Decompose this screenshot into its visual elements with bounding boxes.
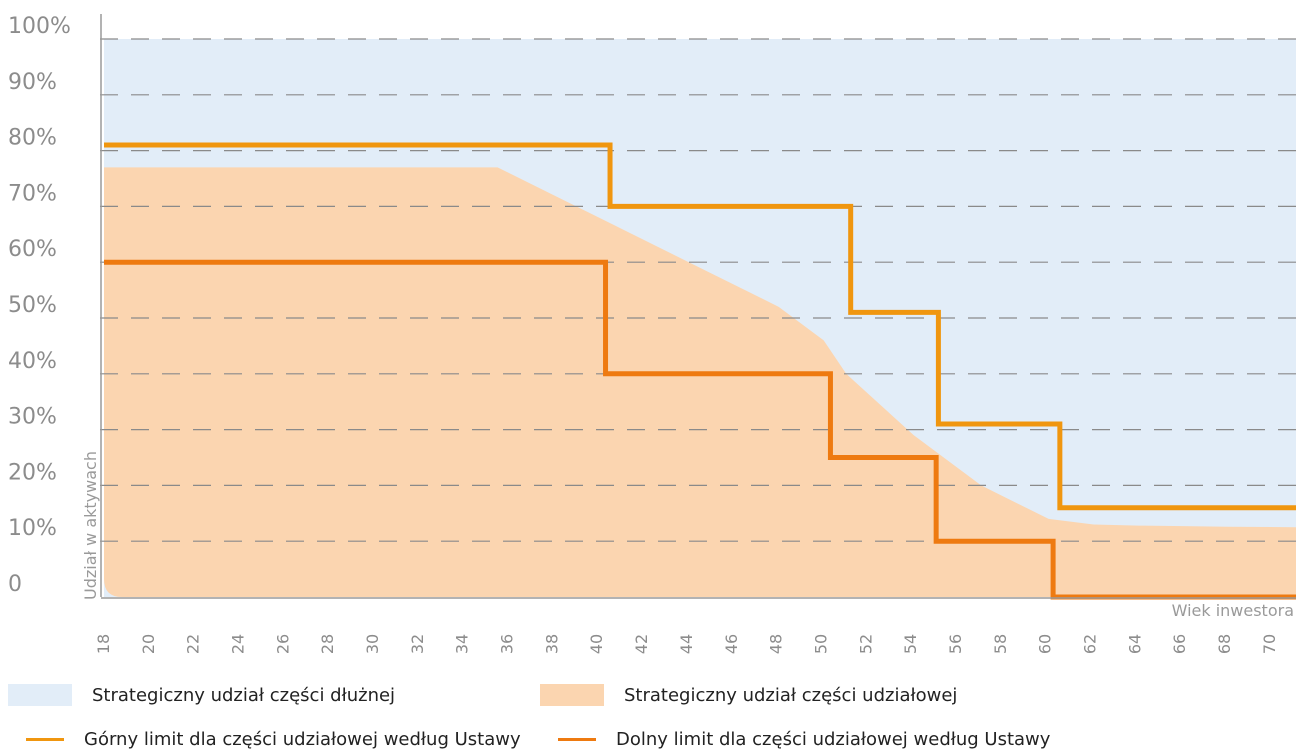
x-tick-label: 40 — [587, 634, 606, 654]
legend-label-upper-limit: Górny limit dla części udziałowej według… — [84, 728, 521, 750]
x-tick-label: 56 — [946, 634, 965, 654]
x-tick-label: 26 — [273, 634, 292, 654]
x-tick-label: 70 — [1260, 634, 1279, 654]
y-tick-label: 60% — [8, 237, 57, 262]
legend-label-debt: Strategiczny udział części dłużnej — [92, 684, 396, 706]
x-tick-label: 64 — [1125, 634, 1144, 654]
x-tick-label: 36 — [498, 634, 517, 654]
chart-limit-lines — [104, 142, 1296, 600]
x-tick-label: 22 — [184, 634, 203, 654]
x-tick-label: 48 — [767, 634, 786, 654]
y-tick-labels: 0 10% 20% 30% 40% 50% 60% 70% 80% 90% 100% — [8, 14, 71, 597]
x-tick-label: 30 — [363, 634, 382, 654]
x-tick-label: 54 — [901, 634, 920, 654]
area-equity-share — [104, 167, 1296, 597]
line-lower-limit — [104, 259, 1296, 600]
legend-swatch-debt — [8, 684, 72, 706]
x-tick-label: 32 — [408, 634, 427, 654]
y-tick-label: 80% — [8, 126, 57, 151]
chart-axes — [100, 14, 1296, 599]
x-tick-label: 44 — [677, 634, 696, 654]
x-tick-label: 52 — [856, 634, 875, 654]
x-tick-label: 38 — [542, 634, 561, 654]
x-tick-label: 66 — [1170, 634, 1189, 654]
x-tick-labels: 18 20 22 24 26 28 30 32 34 36 38 40 42 44 46 48 50 52 54 56… — [94, 634, 1279, 654]
x-axis-label: Wiek inwestora — [1172, 601, 1294, 620]
x-tick-label: 28 — [318, 634, 337, 654]
legend-item-equity: Strategiczny udział części udziałowej — [540, 680, 957, 710]
x-tick-label: 50 — [811, 634, 830, 654]
x-tick-label: 46 — [722, 634, 741, 654]
x-tick-label: 60 — [1036, 634, 1055, 654]
legend-item-debt: Strategiczny udział części dłużnej — [8, 680, 395, 710]
x-tick-label: 68 — [1215, 634, 1234, 654]
y-tick-label: 10% — [8, 516, 57, 541]
y-tick-label: 100% — [8, 14, 71, 39]
x-tick-label: 24 — [229, 634, 248, 654]
x-tick-label: 18 — [94, 634, 113, 654]
y-tick-label: 70% — [8, 181, 57, 206]
chart-gridlines — [100, 38, 1296, 542]
x-tick-label: 62 — [1080, 634, 1099, 654]
chart-legend: Strategiczny udział części dłużnej Strat… — [0, 672, 1296, 750]
y-axis-label: Udział w aktywach — [81, 451, 100, 600]
x-tick-label: 34 — [453, 634, 472, 654]
legend-swatch-equity — [540, 684, 604, 706]
x-tick-label: 42 — [632, 634, 651, 654]
line-upper-limit — [104, 142, 1296, 511]
legend-label-equity: Strategiczny udział części udziałowej — [624, 684, 958, 706]
legend-item-upper-limit: Górny limit dla części udziałowej według… — [0, 724, 521, 754]
y-tick-label: 20% — [8, 460, 57, 485]
y-tick-label: 90% — [8, 70, 57, 95]
legend-item-lower-limit: Dolny limit dla części udziałowej według… — [532, 724, 1050, 754]
chart-canvas: 0 10% 20% 30% 40% 50% 60% 70% 80% 90% 100% 18 20 22 2… — [8, 14, 1296, 654]
y-tick-label: 0 — [8, 572, 22, 597]
legend-label-lower-limit: Dolny limit dla części udziałowej według… — [616, 728, 1051, 750]
legend-swatch-upper-limit — [26, 737, 64, 741]
x-tick-label: 20 — [139, 634, 158, 654]
legend-swatch-lower-limit — [558, 737, 596, 741]
y-tick-label: 40% — [8, 349, 57, 374]
x-tick-label: 58 — [991, 634, 1010, 654]
y-tick-label: 50% — [8, 293, 57, 318]
y-tick-label: 30% — [8, 405, 57, 430]
